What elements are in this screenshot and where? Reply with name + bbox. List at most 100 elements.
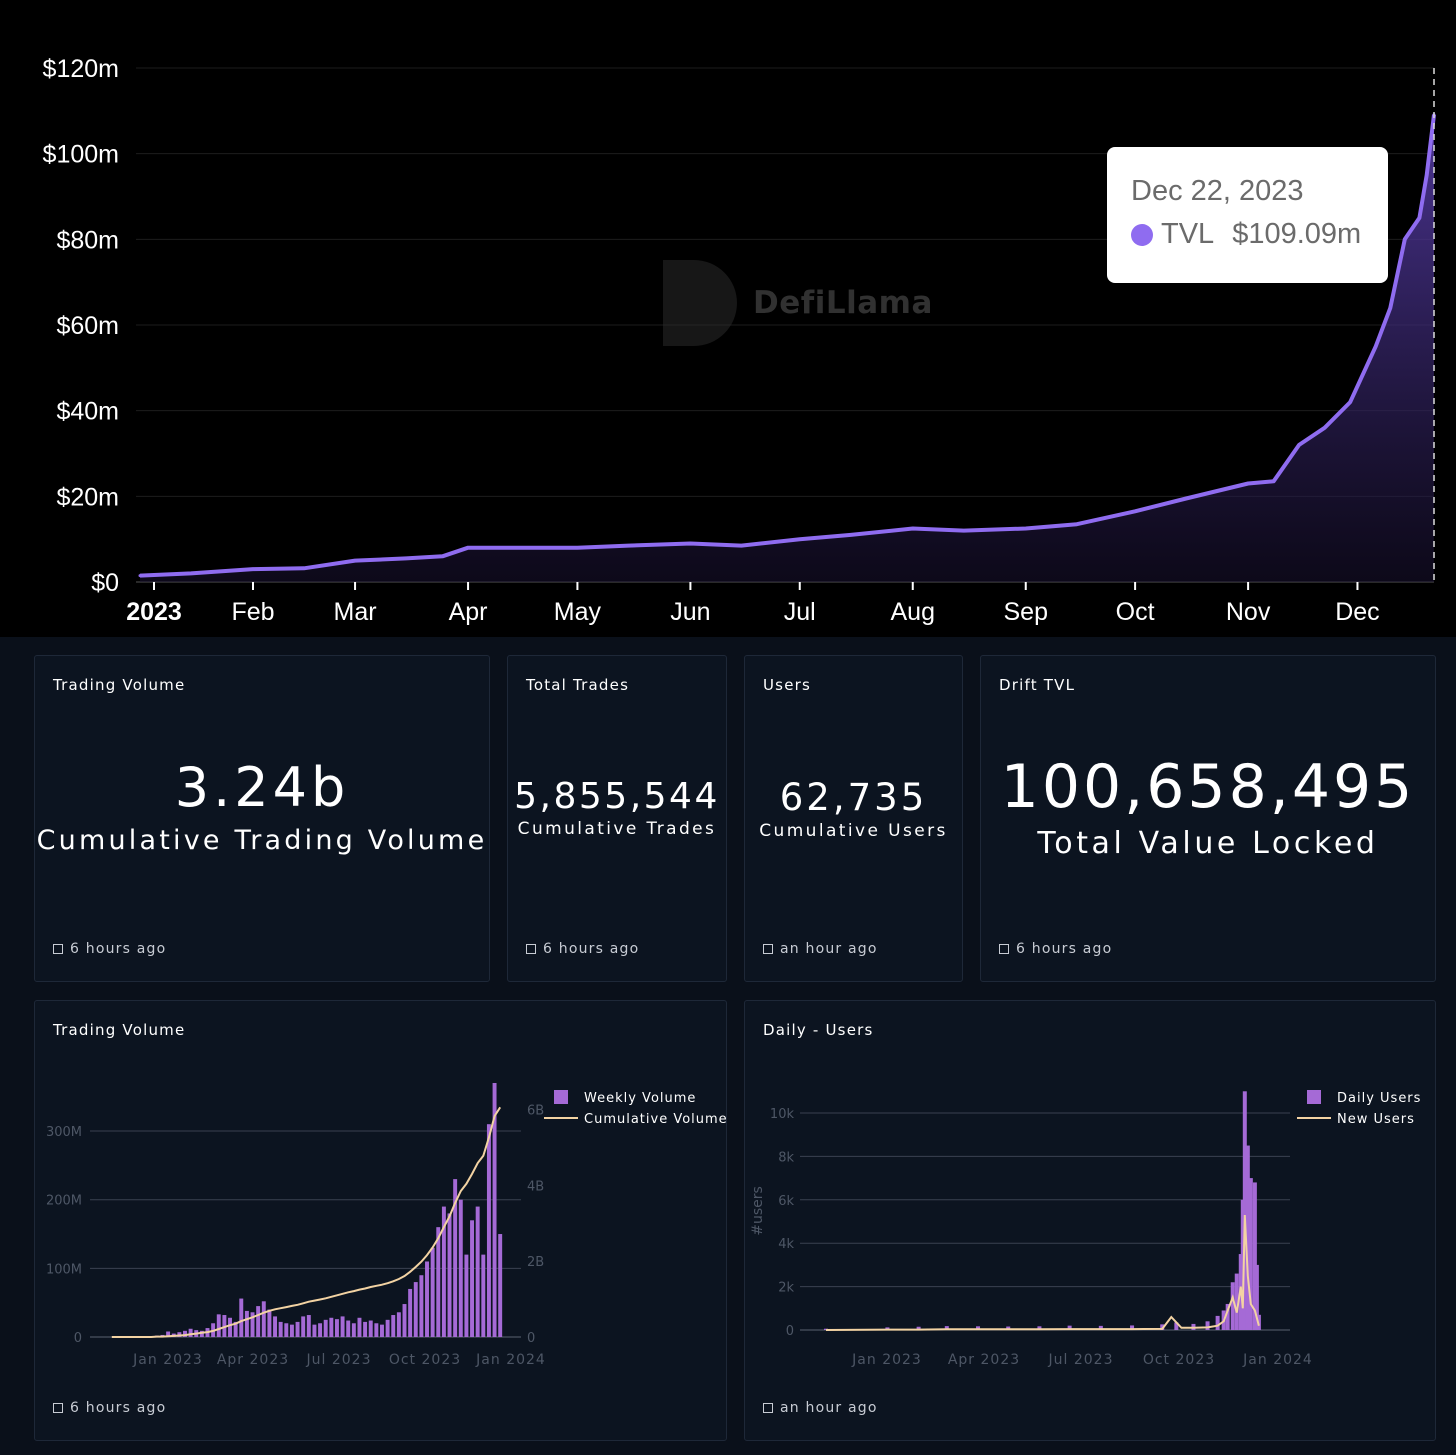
tvl-chart[interactable]: $0 $20m $40m $60m $80m $100m $120m 2023 Feb Mar Ap… xyxy=(0,0,1456,637)
new-users-line xyxy=(825,1214,1260,1331)
weekly-volume-bar xyxy=(436,1227,441,1337)
tvl-data-point xyxy=(849,533,853,537)
daily-users-chart-panel: 0 2k 4k 6k 8k 10k #users Jan 2023 Apr 2023 Jul 20… xyxy=(744,1000,1436,1441)
updated-time: an hour ago xyxy=(763,1400,878,1416)
x-tick-label: Dec xyxy=(1335,598,1379,626)
daily-users-bar xyxy=(1252,1182,1257,1330)
daily-users-bar xyxy=(1230,1282,1235,1330)
weekly-volume-bar xyxy=(425,1261,429,1337)
x-tick-label: Jul xyxy=(784,598,816,626)
updated-text: an hour ago xyxy=(780,941,878,957)
tvl-data-point xyxy=(1323,426,1327,430)
tvl-chart-section: $0 $20m $40m $60m $80m $100m $120m 2023 Feb Mar Ap… xyxy=(0,0,1456,637)
x-tick-label: Oct 2023 xyxy=(389,1352,461,1368)
tvl-line xyxy=(139,114,1436,578)
y-tick-label: $100m xyxy=(43,141,119,169)
y2-tick-label: 6B xyxy=(527,1104,544,1119)
updated-text: 6 hours ago xyxy=(70,1400,167,1416)
daily-users-bar xyxy=(1067,1325,1072,1330)
weekly-volume-bar xyxy=(413,1282,418,1337)
trading-volume-chart-panel: 0 100M 200M 300M 0 2B 4B 6B Jan 2023 Apr 2023 Jul … xyxy=(34,1000,727,1441)
trading-volume-chart[interactable]: 0 100M 200M 300M 0 2B 4B 6B Jan 2023 Apr 2023 Jul … xyxy=(35,1001,726,1440)
weekly-volume-bar xyxy=(312,1324,317,1337)
y-tick-label: $40m xyxy=(56,398,119,426)
weekly-volume-bar xyxy=(458,1199,463,1337)
daily-users-bar xyxy=(1225,1303,1230,1330)
weekly-volume-bar xyxy=(183,1330,187,1337)
updated-time: an hour ago xyxy=(763,941,878,957)
weekly-volume-bar xyxy=(244,1310,249,1337)
updated-time: 6 hours ago xyxy=(53,1400,166,1416)
y-tick-label: $60m xyxy=(56,312,119,340)
daily-users-bar xyxy=(1254,1264,1259,1330)
y-tick-label: 200M xyxy=(46,1194,82,1209)
x-tick-label: Mar xyxy=(334,598,377,626)
weekly-volume-bar xyxy=(233,1321,238,1337)
clock-icon xyxy=(763,1403,773,1413)
tooltip-date: Dec 22, 2023 xyxy=(1131,175,1304,207)
tvl-tooltip: Dec 22, 2023 TVL $109.09m xyxy=(1107,147,1388,283)
weekly-volume-bar xyxy=(430,1247,435,1337)
daily-users-bar xyxy=(1037,1326,1042,1330)
weekly-volume-bar xyxy=(239,1298,244,1337)
weekly-volume-bar xyxy=(222,1315,227,1337)
weekly-volume-bar xyxy=(267,1309,272,1337)
weekly-volume-bar xyxy=(368,1320,373,1337)
stat-value: 62,735 xyxy=(779,776,928,819)
tvl-data-point xyxy=(1348,400,1352,404)
llama-logo-icon xyxy=(663,260,737,346)
daily-users-bar xyxy=(976,1326,981,1330)
y-tick-label: $20m xyxy=(56,483,119,511)
weekly-volume-bar xyxy=(470,1220,475,1337)
y-tick-label: $0 xyxy=(91,569,119,597)
x-tick-label: Nov xyxy=(1226,598,1271,626)
x-tick-label: Aug xyxy=(891,598,935,626)
x-tick-label: Jan 2023 xyxy=(851,1352,922,1368)
x-tick-label: Jul 2023 xyxy=(306,1352,372,1368)
weekly-volume-bar xyxy=(250,1312,255,1337)
stat-label: Cumulative Trading Volume xyxy=(36,825,488,856)
weekly-volume-bar xyxy=(278,1321,283,1337)
weekly-volume-bar xyxy=(318,1323,323,1337)
y-tick-label: 300M xyxy=(46,1125,82,1140)
weekly-volume-bar xyxy=(357,1317,362,1337)
watermark-text: DefiLlama xyxy=(753,285,933,321)
weekly-volume-bar xyxy=(402,1304,407,1337)
stat-block: 100,658,495 Total Value Locked xyxy=(981,752,1435,861)
tooltip-value: $109.09m xyxy=(1232,218,1362,250)
tvl-series-dot-icon xyxy=(1131,223,1153,246)
x-tick-label: 2023 xyxy=(126,598,182,626)
legend-label: New Users xyxy=(1337,1112,1415,1127)
daily-users-chart[interactable]: 0 2k 4k 6k 8k 10k #users Jan 2023 Apr 2023 Jul 20… xyxy=(745,1001,1435,1440)
tvl-data-point xyxy=(1374,344,1378,348)
tooltip-series-name: TVL xyxy=(1161,218,1215,250)
weekly-volume-bar xyxy=(453,1179,458,1337)
stat-label: Cumulative Trades xyxy=(517,819,717,839)
weekly-volume-bar xyxy=(408,1288,413,1337)
clock-icon xyxy=(526,944,536,954)
weekly-volume-bar xyxy=(396,1312,401,1337)
weekly-volume-bar xyxy=(228,1317,232,1337)
y2-tick-label: 2B xyxy=(527,1255,544,1270)
y-tick-label: $120m xyxy=(43,55,119,83)
tvl-data-point xyxy=(466,546,470,550)
legend-swatch-daily xyxy=(1307,1090,1321,1104)
weekly-volume-bar xyxy=(486,1124,491,1337)
weekly-volume-bar xyxy=(188,1328,193,1337)
weekly-volume-bar xyxy=(498,1234,503,1337)
updated-text: 6 hours ago xyxy=(1016,941,1113,957)
stat-card-total-trades: Total Trades 5,855,544 Cumulative Trades… xyxy=(507,655,727,982)
clock-icon xyxy=(53,1403,63,1413)
x-tick-label: Sep xyxy=(1004,598,1048,626)
y-tick-label: 0 xyxy=(786,1324,794,1339)
stat-card-title: Users xyxy=(763,676,812,694)
tvl-data-point xyxy=(1417,216,1421,220)
y-tick-label: 6k xyxy=(778,1194,794,1209)
weekly-volume-bar xyxy=(301,1316,306,1337)
x-tick-label: Oct xyxy=(1116,598,1155,626)
weekly-volume-bar xyxy=(374,1323,379,1337)
x-tick-label: Apr 2023 xyxy=(217,1352,289,1368)
stat-value: 5,855,544 xyxy=(514,776,720,817)
weekly-volume-bar xyxy=(475,1206,480,1337)
tvl-data-point xyxy=(1297,443,1301,447)
